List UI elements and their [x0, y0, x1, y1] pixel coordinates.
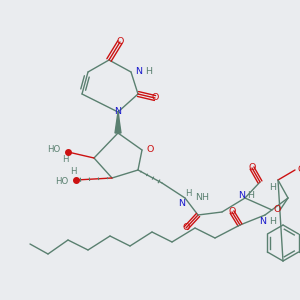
- Text: OH: OH: [297, 166, 300, 175]
- Text: O: O: [151, 94, 159, 103]
- Text: N: N: [136, 68, 142, 76]
- Text: H: H: [146, 68, 152, 76]
- Text: O: O: [182, 224, 190, 232]
- Text: N: N: [178, 199, 185, 208]
- Text: HO: HO: [47, 146, 60, 154]
- Text: NH: NH: [195, 194, 209, 202]
- Text: N: N: [115, 107, 122, 116]
- Text: H: H: [248, 190, 254, 200]
- Text: H: H: [269, 217, 277, 226]
- Text: O: O: [146, 146, 154, 154]
- Text: O: O: [228, 208, 236, 217]
- Text: H: H: [70, 167, 76, 176]
- Text: H: H: [269, 184, 277, 193]
- Polygon shape: [115, 112, 121, 133]
- Text: HO: HO: [55, 178, 68, 187]
- Text: H: H: [185, 188, 191, 197]
- Text: O: O: [116, 38, 124, 46]
- Text: O: O: [273, 206, 281, 214]
- Text: H: H: [62, 154, 68, 164]
- Text: N: N: [260, 217, 266, 226]
- Text: O: O: [248, 164, 256, 172]
- Text: N: N: [238, 190, 245, 200]
